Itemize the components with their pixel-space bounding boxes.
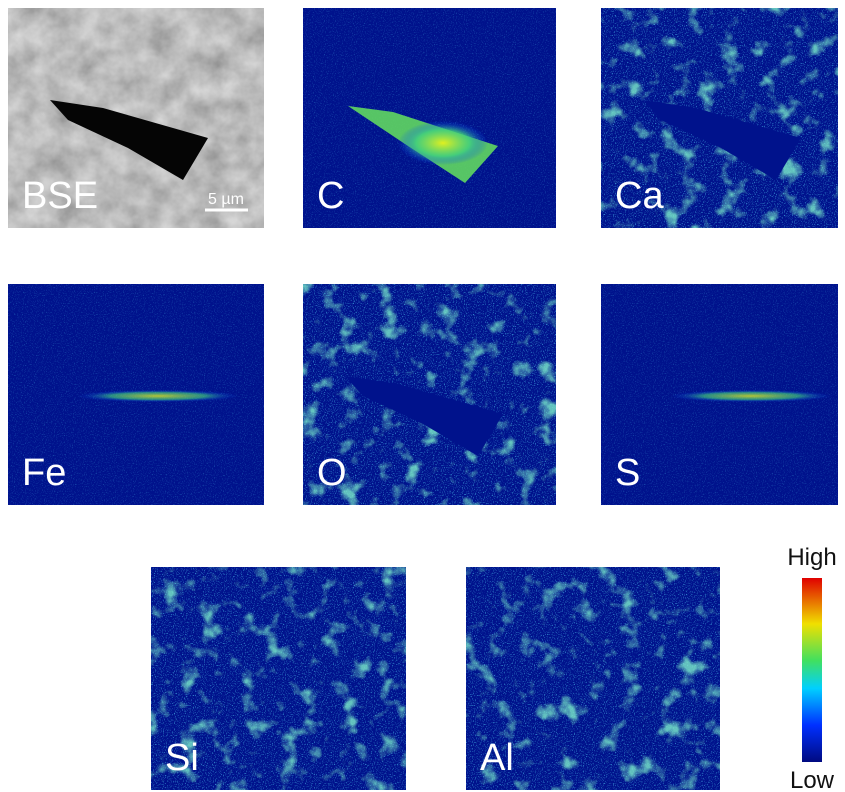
- colorbar-high: High: [787, 544, 836, 571]
- streak: [78, 390, 238, 402]
- element-label: S: [615, 452, 640, 494]
- element-label: O: [317, 452, 347, 494]
- element-label: Al: [480, 737, 514, 779]
- colorbar: [802, 578, 822, 762]
- element-label: Si: [165, 737, 199, 779]
- colorbar-low: Low: [790, 767, 835, 792]
- streak: [671, 390, 831, 402]
- map-panel: Ca: [601, 8, 838, 228]
- map-panel: Si: [151, 567, 406, 790]
- element-label: C: [317, 175, 344, 217]
- scale-bar-label: 5 µm: [208, 191, 244, 208]
- map-panel: S: [601, 284, 838, 505]
- map-panel: BSE 5 µm: [8, 8, 264, 228]
- figure: High Low BSE 5 µm C Ca Fe O S Si Al: [0, 0, 845, 792]
- carbon-hot: [398, 121, 488, 165]
- element-label: Ca: [615, 175, 664, 217]
- map-panel: O: [303, 284, 556, 505]
- map-panel: C: [303, 8, 556, 228]
- element-label: Fe: [22, 452, 66, 494]
- element-label: BSE: [22, 175, 98, 217]
- map-panel: Fe: [8, 284, 264, 505]
- map-panel: Al: [466, 567, 720, 790]
